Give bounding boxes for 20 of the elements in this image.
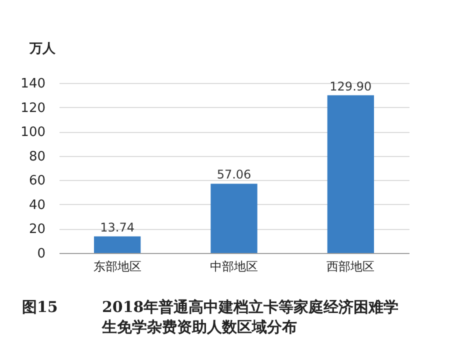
data-label: 57.06 — [216, 168, 252, 182]
bar — [327, 95, 374, 253]
y-tick-label: 60 — [28, 174, 46, 189]
y-tick-label: 100 — [20, 125, 46, 140]
data-label: 13.74 — [100, 220, 135, 234]
y-tick-label: 80 — [28, 149, 46, 164]
bar — [94, 236, 141, 253]
x-tick-label: 西部地区 — [326, 260, 375, 274]
y-axis-title: 万人 — [28, 42, 56, 56]
y-tick-label: 140 — [20, 76, 46, 92]
y-tick-label: 20 — [28, 222, 46, 238]
x-tick-label: 东部地区 — [93, 260, 142, 274]
bar — [210, 184, 258, 253]
y-tick-label: 40 — [28, 198, 46, 213]
caption: 图15 — [22, 297, 59, 318]
y-tick-label: 0 — [37, 246, 46, 262]
x-tick-label: 中部地区 — [210, 260, 258, 274]
y-tick-label: 120 — [20, 100, 46, 116]
data-label: 129.90 — [330, 79, 372, 94]
text: 2018年普通高中建档立卡等家庭经济困难学生免学杂费资助人数区域分布 — [102, 297, 400, 337]
